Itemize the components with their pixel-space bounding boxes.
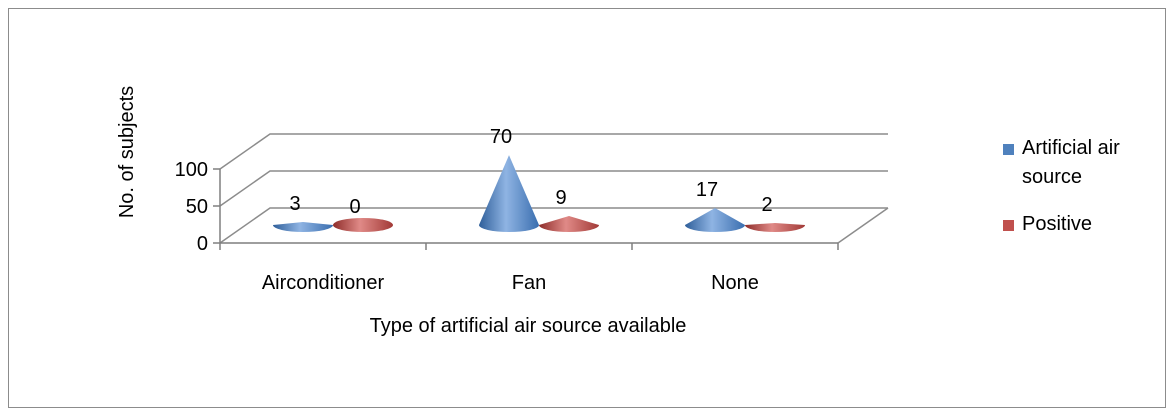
data-labels: 3 70 17 0 9 2 — [289, 126, 772, 218]
y-axis-title: No. of subjects — [116, 86, 138, 218]
cone-body — [745, 223, 805, 232]
legend-label: source — [1022, 166, 1082, 188]
cone-body — [479, 155, 539, 232]
floor-edge — [837, 207, 889, 244]
cone-mark — [333, 218, 393, 232]
cone-base — [333, 218, 393, 232]
x-tick-label: None — [711, 272, 759, 294]
cone-body — [539, 216, 599, 232]
gridline — [219, 133, 888, 170]
legend: Artificial air source Positive — [1003, 137, 1120, 235]
cone-mark — [745, 223, 805, 232]
axes: 0 50 100 Airconditioner Fan None — [175, 159, 839, 294]
cone-mark — [273, 222, 333, 232]
cone-mark — [539, 216, 599, 232]
data-label: 17 — [696, 179, 718, 201]
data-label: 0 — [349, 196, 360, 218]
legend-label: Positive — [1022, 213, 1092, 235]
data-label: 3 — [289, 193, 300, 215]
data-label: 9 — [555, 187, 566, 209]
data-label: 2 — [761, 194, 772, 216]
gridline — [219, 170, 888, 207]
legend-swatch — [1003, 220, 1014, 231]
y-tick-label: 100 — [175, 159, 208, 181]
cone-mark — [479, 155, 539, 232]
x-tick-label: Fan — [512, 272, 546, 294]
cone-body — [273, 222, 333, 232]
x-tick-label: Airconditioner — [262, 272, 385, 294]
cone-marks — [273, 155, 805, 232]
legend-label: Artificial air — [1022, 137, 1120, 159]
legend-swatch — [1003, 144, 1014, 155]
cone-mark — [685, 208, 745, 232]
gridlines — [219, 133, 889, 244]
data-label: 70 — [490, 126, 512, 148]
x-axis-title: Type of artificial air source available — [370, 315, 687, 337]
y-tick-label: 50 — [186, 196, 208, 218]
gridline — [219, 207, 888, 244]
cone-body — [685, 208, 745, 232]
y-tick-label: 0 — [197, 233, 208, 255]
